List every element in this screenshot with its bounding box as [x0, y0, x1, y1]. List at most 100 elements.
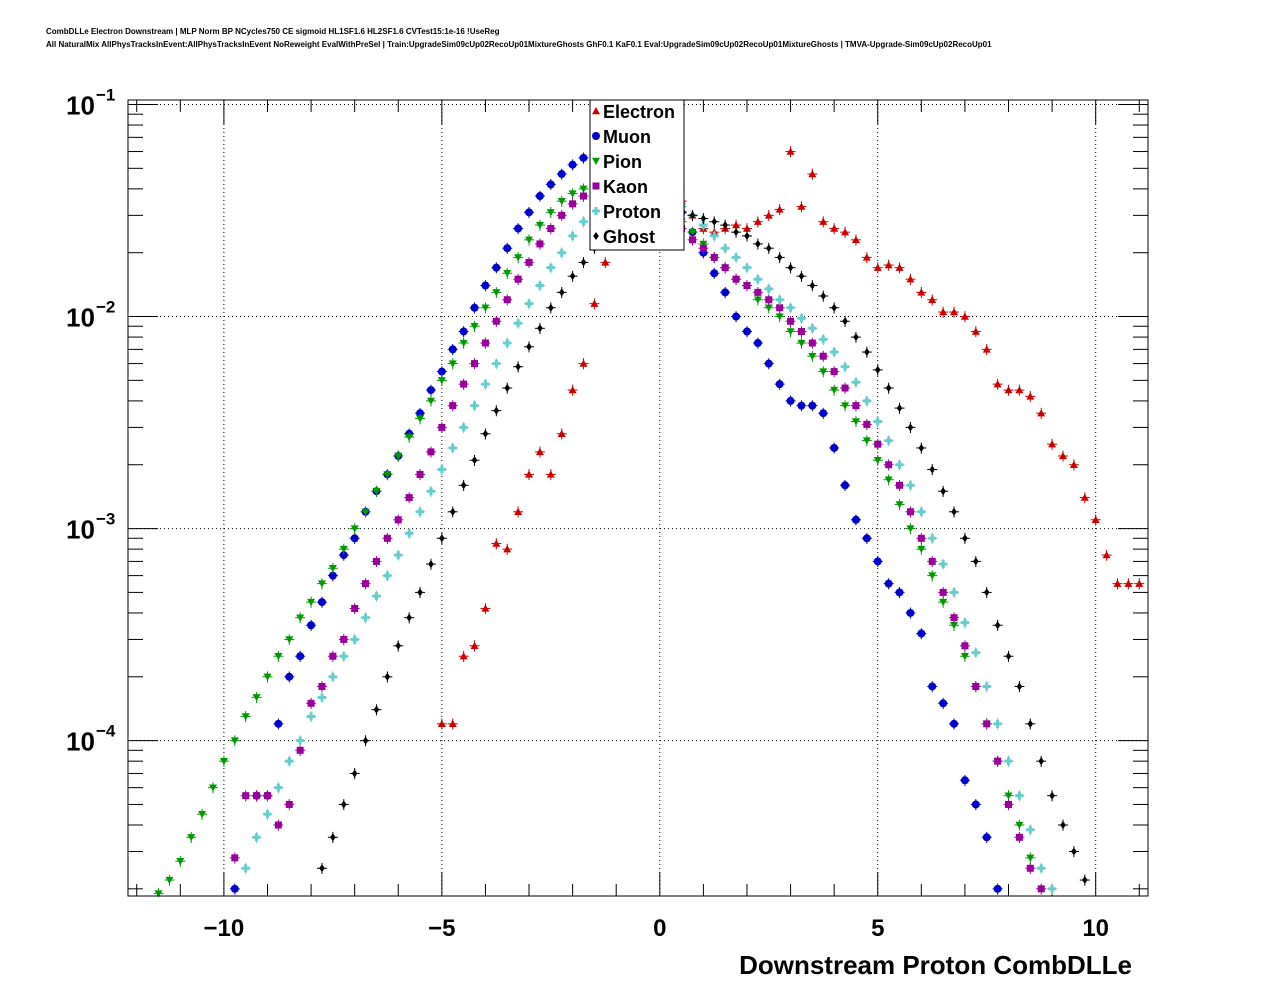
data-point — [534, 322, 545, 335]
data-point — [709, 230, 720, 242]
data-point — [850, 514, 861, 526]
data-point — [349, 634, 360, 646]
y-tick-labels: 10−110−210−310−4 — [66, 85, 116, 756]
data-point — [916, 287, 927, 299]
data-point — [894, 499, 905, 511]
data-point — [731, 311, 742, 323]
data-point — [556, 168, 567, 180]
data-point — [458, 337, 469, 349]
data-point — [905, 479, 916, 491]
legend-item: Electron — [592, 102, 675, 122]
data-point — [949, 587, 960, 599]
data-point — [829, 442, 840, 454]
data-point — [545, 262, 556, 274]
data-point — [687, 234, 698, 246]
data-point — [393, 640, 404, 652]
data-point — [502, 382, 513, 394]
data-point — [970, 556, 981, 568]
data-point — [763, 283, 774, 295]
data-point — [545, 206, 556, 219]
data-point — [502, 543, 513, 555]
data-point — [1003, 650, 1014, 662]
data-point — [981, 587, 992, 599]
data-point — [1003, 755, 1014, 767]
data-point — [741, 326, 752, 338]
data-point — [840, 400, 851, 412]
data-point — [959, 311, 970, 323]
data-point — [567, 159, 578, 171]
data-point — [524, 469, 535, 481]
data-point — [295, 612, 306, 624]
data-point — [959, 774, 970, 786]
legend-label: Electron — [603, 102, 675, 122]
data-point — [513, 273, 524, 285]
data-point — [262, 671, 273, 683]
axis-ticks — [128, 100, 1148, 896]
data-point — [763, 358, 774, 370]
data-point — [720, 262, 731, 274]
data-point — [524, 206, 535, 219]
data-point — [731, 273, 742, 285]
data-point — [567, 270, 578, 282]
data-point — [818, 366, 829, 378]
legend-item: Proton — [592, 202, 661, 222]
data-point — [763, 242, 774, 254]
data-point — [949, 506, 960, 518]
data-point — [1068, 846, 1079, 858]
data-point — [284, 755, 295, 767]
data-point — [949, 718, 960, 730]
data-point — [164, 874, 175, 886]
data-point — [850, 234, 861, 246]
data-point — [578, 190, 589, 202]
data-point — [1036, 755, 1047, 767]
data-point — [1090, 514, 1101, 526]
data-point — [840, 479, 851, 491]
data-point — [578, 358, 589, 370]
data-point — [861, 419, 872, 431]
data-point — [404, 612, 415, 624]
data-point — [796, 313, 807, 325]
data-point — [327, 831, 338, 843]
data-point — [436, 422, 447, 434]
data-point — [709, 252, 720, 264]
data-point — [807, 168, 818, 180]
data-point — [316, 596, 327, 608]
series-pion — [153, 179, 1036, 898]
data-point — [905, 422, 916, 434]
data-point — [850, 400, 861, 412]
data-point — [600, 257, 611, 269]
data-point — [883, 459, 894, 471]
data-point — [218, 755, 229, 767]
data-point — [883, 474, 894, 486]
data-point — [513, 506, 524, 518]
data-point — [284, 671, 295, 683]
data-point — [251, 790, 262, 802]
data-point — [731, 226, 742, 238]
data-point — [916, 628, 927, 640]
data-point — [447, 718, 458, 730]
data-point — [927, 556, 938, 568]
data-point — [818, 407, 829, 419]
data-point — [480, 603, 491, 615]
data-point — [796, 326, 807, 338]
data-point — [447, 400, 458, 412]
data-point — [992, 718, 1003, 730]
data-point — [229, 883, 240, 895]
data-point — [905, 523, 916, 535]
data-point — [349, 523, 360, 535]
data-point — [393, 514, 404, 526]
data-point — [316, 578, 327, 590]
data-point — [349, 603, 360, 615]
data-point — [1112, 578, 1123, 590]
data-point — [861, 346, 872, 358]
data-point — [480, 337, 491, 349]
data-point — [513, 317, 524, 329]
data-point — [1047, 438, 1058, 450]
data-point — [175, 855, 186, 867]
y-tick-exponent: −1 — [96, 85, 115, 104]
data-point — [981, 718, 992, 730]
data-point — [916, 543, 927, 555]
data-point — [295, 744, 306, 757]
data-point — [720, 219, 731, 231]
data-point — [698, 242, 709, 254]
